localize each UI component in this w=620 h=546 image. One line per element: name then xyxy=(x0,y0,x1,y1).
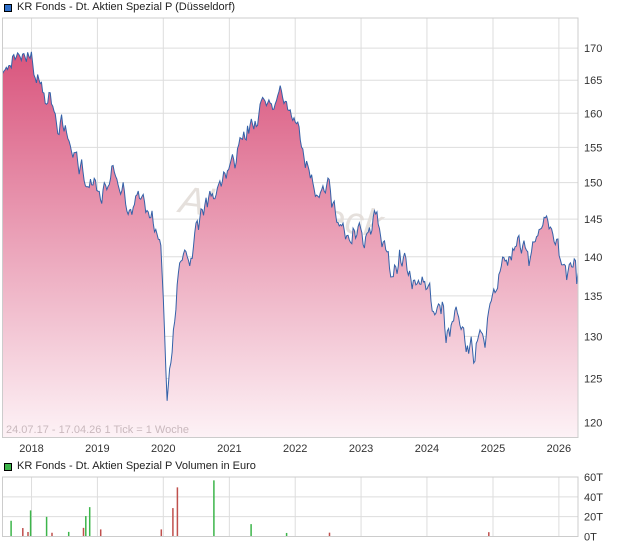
svg-text:60T: 60T xyxy=(584,472,603,484)
svg-text:20T: 20T xyxy=(584,512,603,524)
svg-text:40T: 40T xyxy=(584,492,603,504)
svg-text:0T: 0T xyxy=(584,532,597,544)
